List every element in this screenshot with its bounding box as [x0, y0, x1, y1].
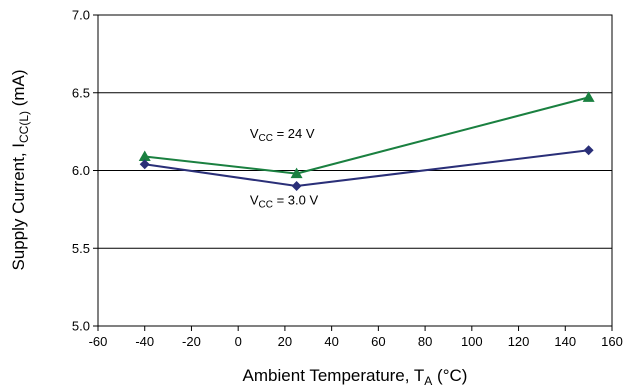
x-tick-label: 80	[418, 334, 432, 349]
series-label-1: VCC = 3.0 V	[250, 193, 319, 211]
x-axis-title-tail: (°C)	[432, 366, 467, 385]
data-point-triangle	[138, 150, 151, 162]
y-axis-title: Supply Current, ICC(L) (mA)	[9, 69, 31, 270]
y-tick-label: 5.5	[72, 241, 90, 256]
x-tick-label: 40	[324, 334, 338, 349]
x-tick-label: 20	[278, 334, 292, 349]
x-tick-label: 160	[601, 334, 623, 349]
x-tick-label: -60	[89, 334, 108, 349]
x-tick-label: 140	[554, 334, 576, 349]
series-label-tail: = 24 V	[273, 126, 315, 141]
series-label-main: V	[250, 193, 259, 208]
data-point-triangle	[582, 91, 595, 102]
data-point-diamond	[291, 181, 302, 192]
x-tick-label: 60	[371, 334, 385, 349]
x-tick-label: -20	[182, 334, 201, 349]
data-point-diamond	[583, 145, 594, 156]
y-tick-label: 7.0	[72, 8, 90, 23]
series-layer	[138, 91, 595, 192]
series-label-tail: = 3.0 V	[273, 193, 318, 208]
x-tick-label: 0	[235, 334, 242, 349]
y-axis-title-tail: (mA)	[9, 69, 28, 111]
x-axis-title: Ambient Temperature, TA (°C)	[243, 366, 468, 388]
grid-layer	[98, 92, 612, 249]
series-label-0: VCC = 24 V	[250, 126, 315, 144]
x-tick-label: 100	[461, 334, 483, 349]
x-axis-title-main: Ambient Temperature, T	[243, 366, 425, 385]
series-label-main: V	[250, 126, 259, 141]
x-tick-labels: -60 -40 -20 0 20 40 60 80 100 120 140 160	[89, 326, 623, 349]
y-tick-label: 5.0	[72, 319, 90, 334]
y-axis-title-main: Supply Current, I	[9, 143, 28, 271]
y-axis-title-subscript: CC(L)	[17, 111, 31, 143]
series-line-0	[144, 96, 589, 175]
data-point-diamond	[139, 159, 150, 170]
data-point-triangle	[290, 167, 303, 179]
x-tick-label: -40	[135, 334, 154, 349]
y-tick-labels: 5.0 5.5 6.0 6.5 7.0	[72, 8, 98, 334]
series-label-subscript: CC	[259, 200, 273, 211]
x-tick-label: 120	[508, 334, 530, 349]
series-label-subscript: CC	[259, 133, 273, 144]
y-tick-label: 6.5	[72, 85, 90, 100]
y-tick-label: 6.0	[72, 163, 90, 178]
x-axis-title-subscript: A	[424, 374, 432, 388]
